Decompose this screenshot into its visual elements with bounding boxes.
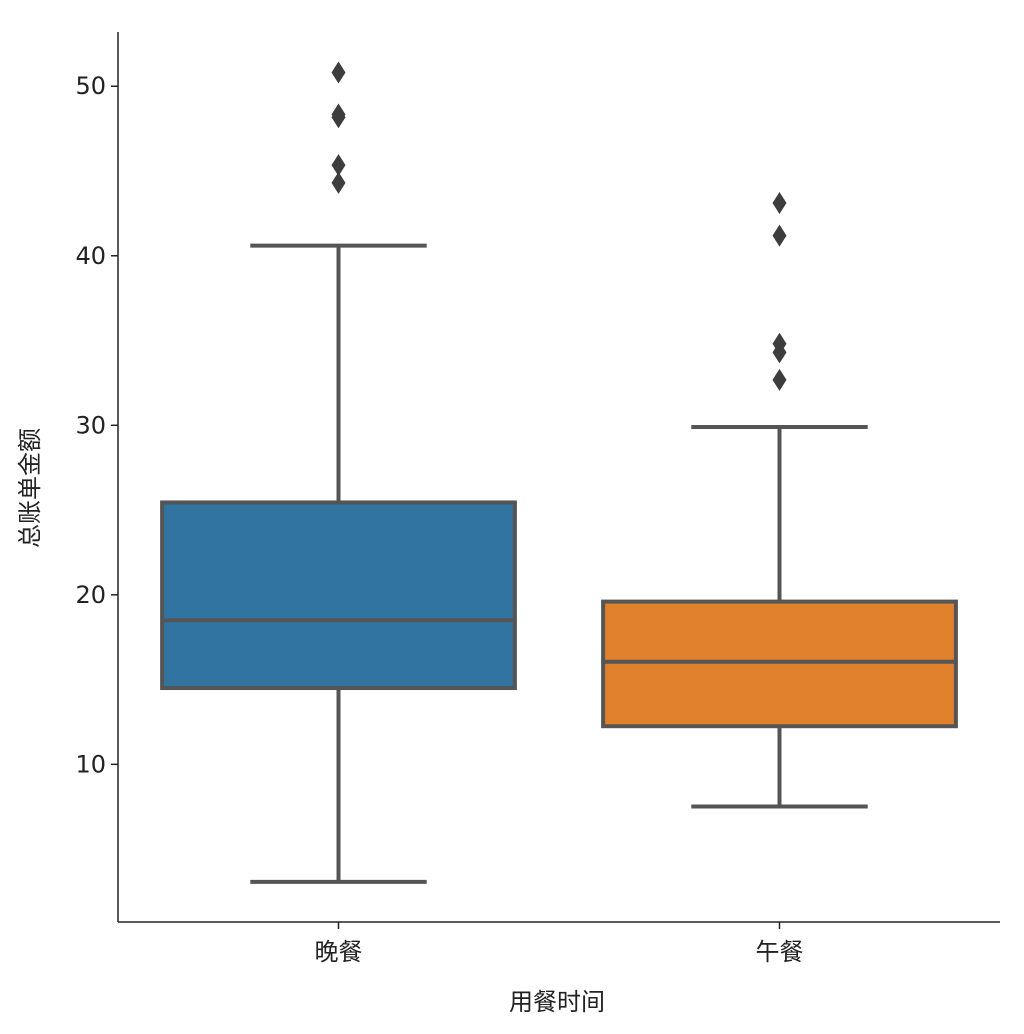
x-tick-label: 午餐 <box>756 938 804 966</box>
y-tick-label: 30 <box>75 411 106 439</box>
y-tick-label: 40 <box>75 242 106 270</box>
outlier <box>331 61 346 84</box>
box <box>160 500 517 691</box>
x-tick-label: 晚餐 <box>315 938 363 966</box>
y-tick-label: 50 <box>75 72 106 100</box>
y-tick-label: 10 <box>75 750 106 778</box>
x-axis-label: 用餐时间 <box>509 988 605 1016</box>
y-axis-label: 总账单金额 <box>16 428 44 548</box>
outlier <box>772 341 787 364</box>
y-tick-label: 20 <box>75 581 106 609</box>
outlier <box>772 224 787 247</box>
outlier <box>331 154 346 177</box>
outlier <box>331 171 346 194</box>
box <box>601 599 958 729</box>
outlier <box>331 106 346 129</box>
outlier <box>772 368 787 391</box>
outlier <box>772 192 787 215</box>
